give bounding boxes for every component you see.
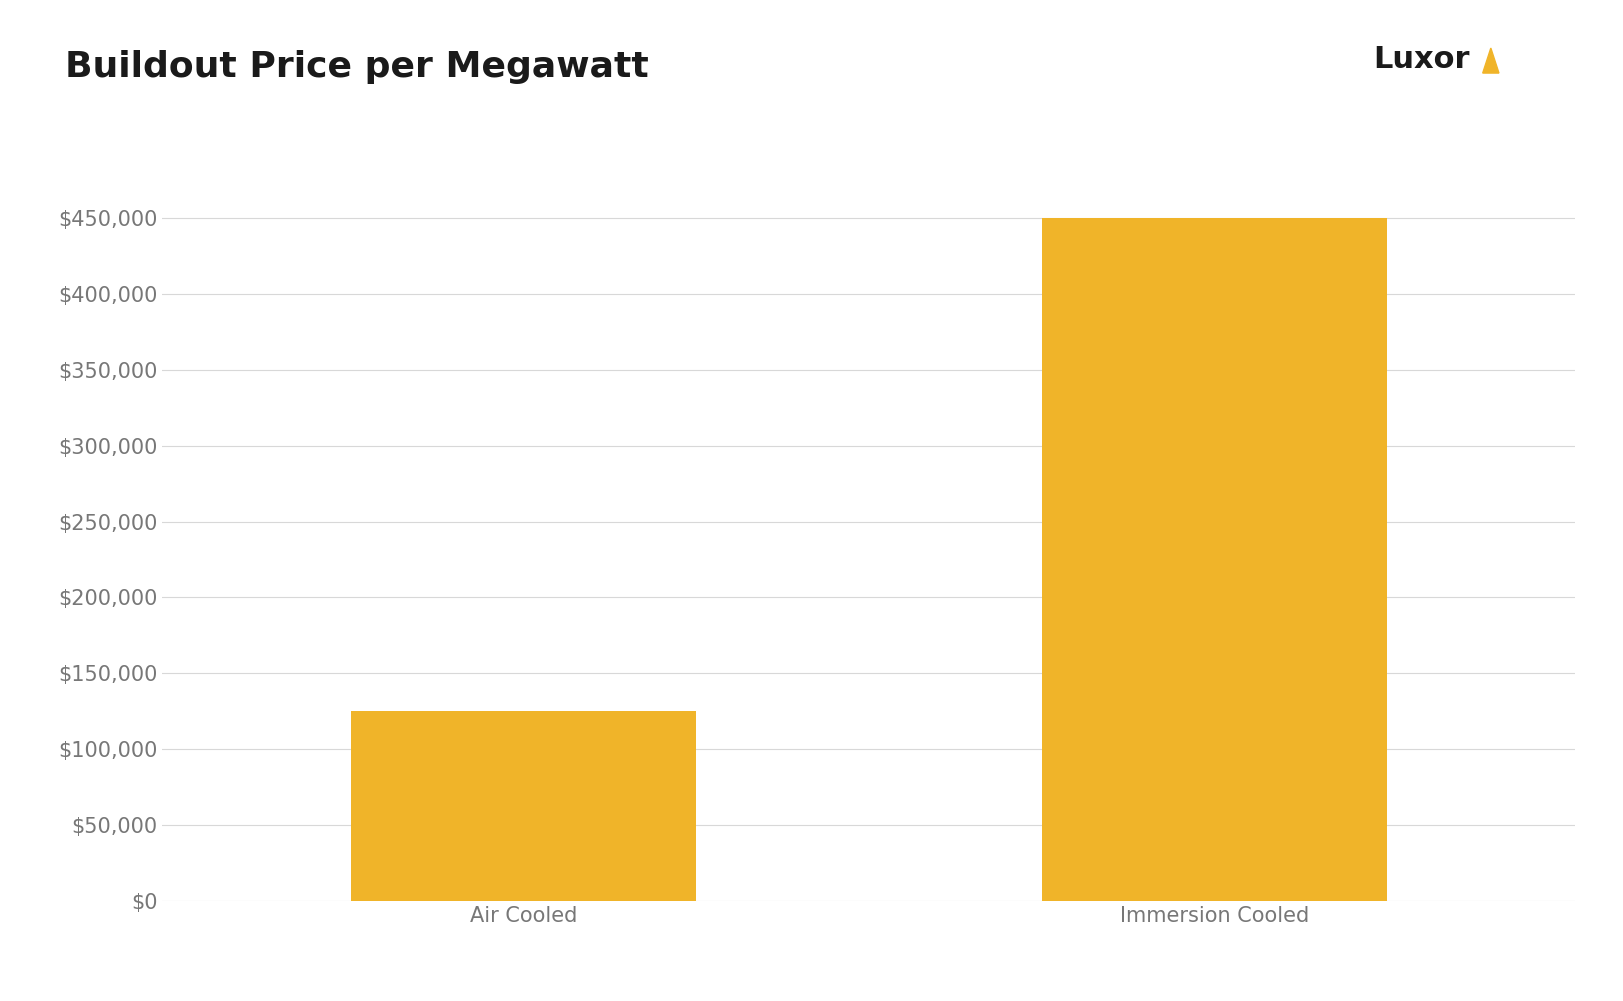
Text: Luxor: Luxor xyxy=(1373,45,1469,74)
Text: Buildout Price per Megawatt: Buildout Price per Megawatt xyxy=(65,50,648,84)
Bar xyxy=(351,712,696,901)
Bar xyxy=(1040,218,1386,901)
